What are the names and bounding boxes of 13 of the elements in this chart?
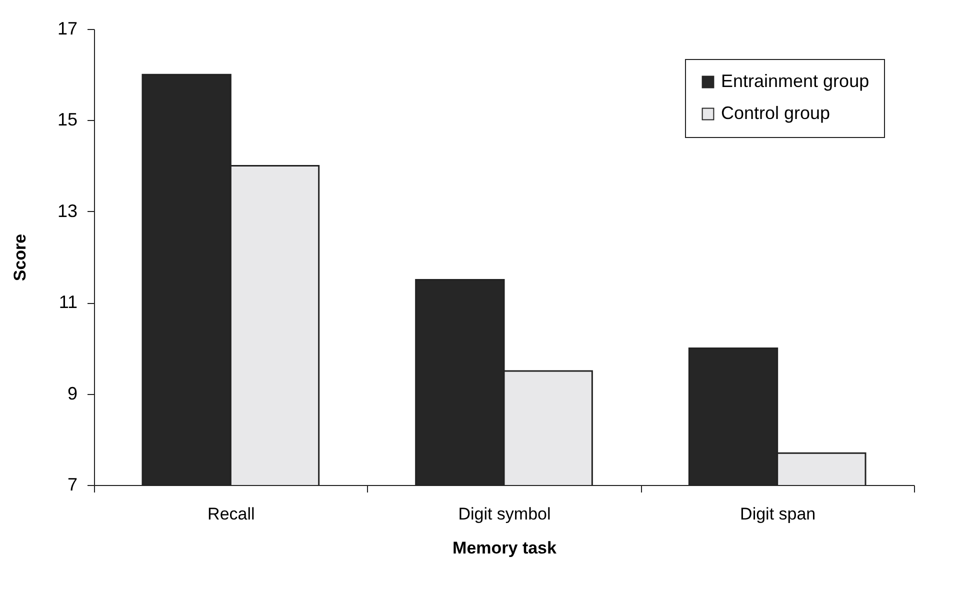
y-axis-title: Score	[10, 234, 30, 282]
x-tick-label: Digit span	[740, 504, 816, 524]
x-axis-title: Memory task	[452, 538, 558, 558]
x-tick-label: Digit symbol	[458, 504, 551, 524]
y-tick-label: 11	[58, 292, 78, 312]
y-tick-label: 9	[67, 383, 78, 404]
legend-label: Control group	[721, 103, 830, 123]
y-tick-label: 7	[67, 474, 78, 494]
y-tick-label: 15	[57, 110, 78, 130]
y-tick-label: 13	[57, 200, 78, 221]
x-tick-label: Recall	[208, 504, 255, 524]
legend-label: Entrainment group	[721, 71, 870, 91]
y-tick-label: 17	[57, 18, 78, 38]
